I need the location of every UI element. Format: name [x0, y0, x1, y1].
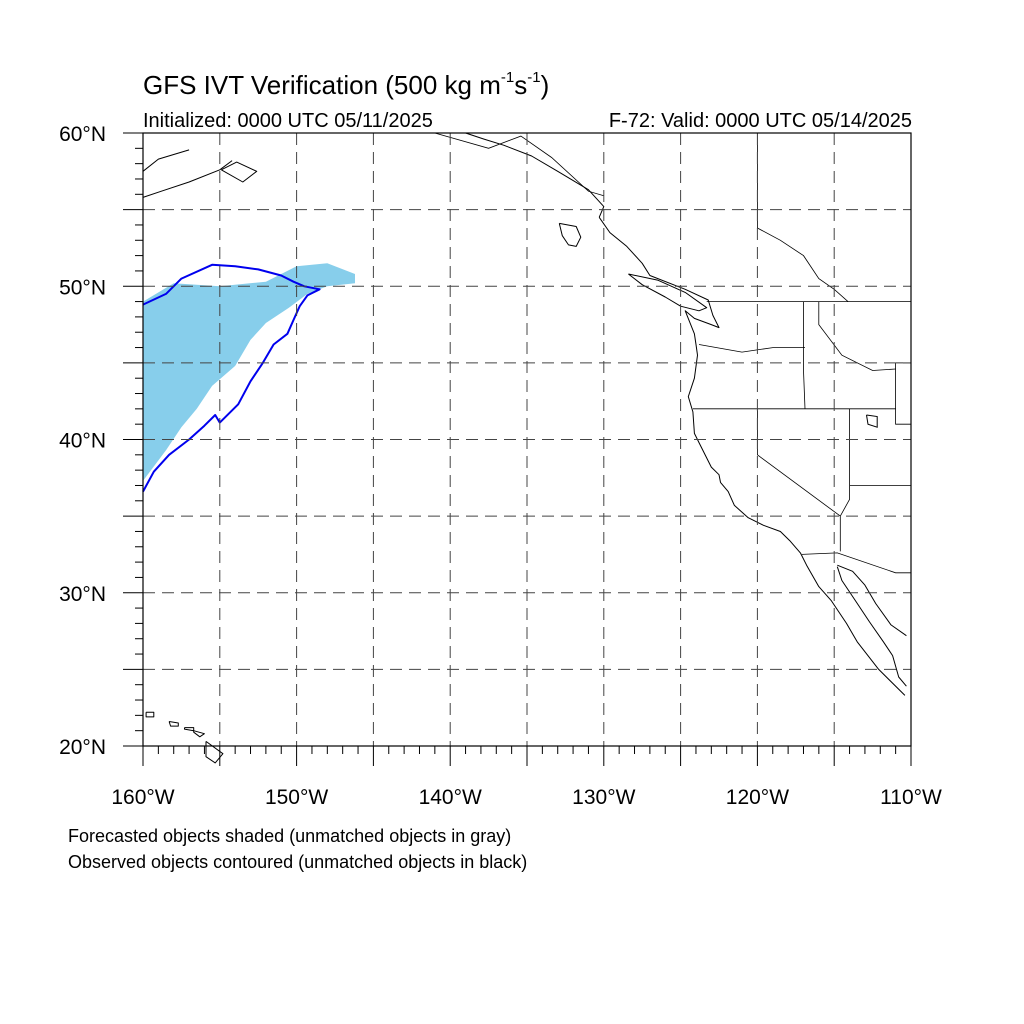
political-border [698, 344, 805, 353]
political-border [757, 408, 841, 517]
coastline [205, 740, 224, 764]
lat-tick-label: 20°N [59, 736, 106, 759]
coastline [558, 222, 582, 247]
coastline [221, 161, 258, 183]
coastline [598, 217, 906, 696]
lat-lon-grid [143, 133, 911, 746]
lat-tick-label: 30°N [59, 583, 106, 606]
axis-ticks [123, 132, 912, 766]
coastline [145, 711, 155, 718]
coastline [142, 160, 233, 198]
coastline [184, 727, 195, 732]
chart-title: GFS IVT Verification (500 kg m-1s-1) [143, 69, 550, 100]
coastline [837, 564, 907, 637]
coastline [628, 273, 708, 312]
political-border [839, 408, 850, 552]
lat-tick-label: 50°N [59, 276, 106, 299]
footnote-observed: Observed objects contoured (unmatched ob… [68, 852, 528, 872]
lon-tick-label: 160°W [111, 786, 174, 809]
lon-tick-label: 150°W [265, 786, 328, 809]
lat-tick-label: 40°N [59, 430, 106, 453]
coastline [836, 566, 907, 687]
axis-labels: 20°N 30°N 40°N 50°N 60°N 160°W 150°W 140°W 130°W… [59, 123, 942, 809]
political-border [434, 132, 604, 197]
coastline [465, 132, 605, 218]
coastline [142, 149, 190, 172]
political-border [801, 552, 911, 574]
political-borders-layer [434, 132, 911, 574]
political-border [803, 301, 806, 409]
observed-ivt-contour [142, 263, 321, 493]
forecast-object-layer [143, 263, 355, 481]
footnote-forecast: Forecasted objects shaded (unmatched obj… [68, 826, 512, 846]
map-frame [142, 132, 912, 747]
coastline [193, 730, 205, 738]
lat-tick-label: 60°N [59, 123, 106, 146]
coastline [168, 721, 179, 727]
lake-outline [866, 414, 878, 428]
observed-object-layer [142, 263, 321, 493]
lon-tick-label: 110°W [880, 786, 942, 809]
coastline-layer [142, 132, 907, 764]
valid-time-label: F-72: Valid: 0000 UTC 05/14/2025 [608, 110, 912, 132]
political-border [818, 301, 896, 371]
initialized-label: Initialized: 0000 UTC 05/11/2025 [143, 110, 433, 132]
political-border [895, 362, 911, 425]
lon-tick-label: 120°W [726, 786, 789, 809]
lon-tick-label: 130°W [572, 786, 635, 809]
lon-tick-label: 140°W [419, 786, 482, 809]
forecast-ivt-object [143, 263, 355, 481]
